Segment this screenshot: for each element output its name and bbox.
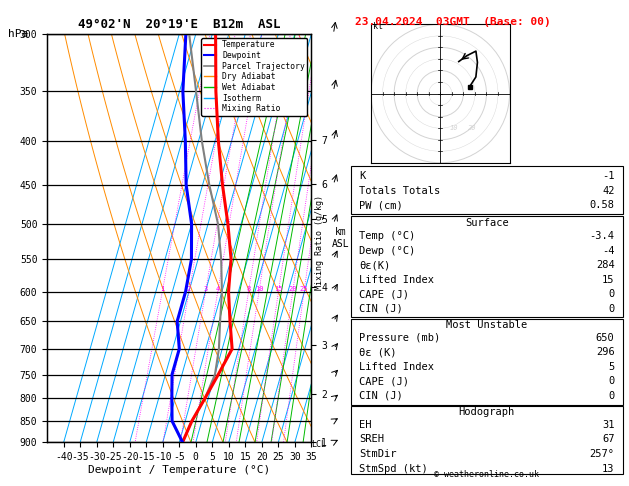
Text: 0: 0 xyxy=(608,376,615,386)
Text: 0: 0 xyxy=(608,289,615,299)
Text: -4: -4 xyxy=(602,245,615,256)
Text: 67: 67 xyxy=(602,434,615,444)
Text: EH: EH xyxy=(359,420,372,430)
Text: 13: 13 xyxy=(602,464,615,473)
Text: 15: 15 xyxy=(602,275,615,285)
Text: 284: 284 xyxy=(596,260,615,270)
Text: K: K xyxy=(359,172,365,181)
Text: © weatheronline.co.uk: © weatheronline.co.uk xyxy=(435,469,539,479)
Bar xyxy=(351,216,623,317)
Text: kt: kt xyxy=(374,22,383,31)
Text: 31: 31 xyxy=(602,420,615,430)
Text: Mixing Ratio (g/kg): Mixing Ratio (g/kg) xyxy=(315,195,324,291)
Text: 257°: 257° xyxy=(589,449,615,459)
Text: 42: 42 xyxy=(602,186,615,196)
Text: θε(K): θε(K) xyxy=(359,260,391,270)
Text: StmDir: StmDir xyxy=(359,449,397,459)
Text: CAPE (J): CAPE (J) xyxy=(359,376,409,386)
Text: 23.04.2024  03GMT  (Base: 00): 23.04.2024 03GMT (Base: 00) xyxy=(355,17,551,27)
Text: 650: 650 xyxy=(596,333,615,343)
Title: 49°02'N  20°19'E  B12m  ASL: 49°02'N 20°19'E B12m ASL xyxy=(78,18,281,32)
Text: θε (K): θε (K) xyxy=(359,347,397,357)
Text: 0.58: 0.58 xyxy=(589,200,615,210)
Text: 5: 5 xyxy=(608,362,615,372)
Text: 8: 8 xyxy=(247,286,251,292)
Text: LCL: LCL xyxy=(311,440,326,449)
X-axis label: Dewpoint / Temperature (°C): Dewpoint / Temperature (°C) xyxy=(88,465,270,475)
Text: Lifted Index: Lifted Index xyxy=(359,275,434,285)
Text: Pressure (mb): Pressure (mb) xyxy=(359,333,440,343)
Text: -1: -1 xyxy=(602,172,615,181)
Text: PW (cm): PW (cm) xyxy=(359,200,403,210)
Text: Surface: Surface xyxy=(465,218,509,228)
Text: Most Unstable: Most Unstable xyxy=(446,320,528,330)
Text: 2: 2 xyxy=(187,286,191,292)
Text: Totals Totals: Totals Totals xyxy=(359,186,440,196)
Text: CIN (J): CIN (J) xyxy=(359,391,403,401)
Text: CIN (J): CIN (J) xyxy=(359,304,403,313)
Text: 20: 20 xyxy=(289,286,297,292)
Text: Lifted Index: Lifted Index xyxy=(359,362,434,372)
Bar xyxy=(351,319,623,404)
Legend: Temperature, Dewpoint, Parcel Trajectory, Dry Adiabat, Wet Adiabat, Isotherm, Mi: Temperature, Dewpoint, Parcel Trajectory… xyxy=(201,38,308,116)
Text: 20: 20 xyxy=(469,125,477,132)
Text: Dewp (°C): Dewp (°C) xyxy=(359,245,415,256)
Y-axis label: km
ASL: km ASL xyxy=(332,227,350,249)
Text: 0: 0 xyxy=(608,304,615,313)
Text: hPa: hPa xyxy=(8,29,28,39)
Text: 1: 1 xyxy=(160,286,164,292)
Bar xyxy=(351,406,623,474)
Text: StmSpd (kt): StmSpd (kt) xyxy=(359,464,428,473)
Text: 4: 4 xyxy=(216,286,220,292)
Text: SREH: SREH xyxy=(359,434,384,444)
Text: Hodograph: Hodograph xyxy=(459,407,515,417)
Text: 10: 10 xyxy=(450,125,459,132)
Text: Temp (°C): Temp (°C) xyxy=(359,231,415,241)
Bar xyxy=(351,166,623,214)
Text: 296: 296 xyxy=(596,347,615,357)
Text: 3: 3 xyxy=(203,286,208,292)
Text: CAPE (J): CAPE (J) xyxy=(359,289,409,299)
Text: 15: 15 xyxy=(274,286,282,292)
Text: 10: 10 xyxy=(255,286,263,292)
Text: 0: 0 xyxy=(608,391,615,401)
Text: -3.4: -3.4 xyxy=(589,231,615,241)
Text: 25: 25 xyxy=(300,286,308,292)
